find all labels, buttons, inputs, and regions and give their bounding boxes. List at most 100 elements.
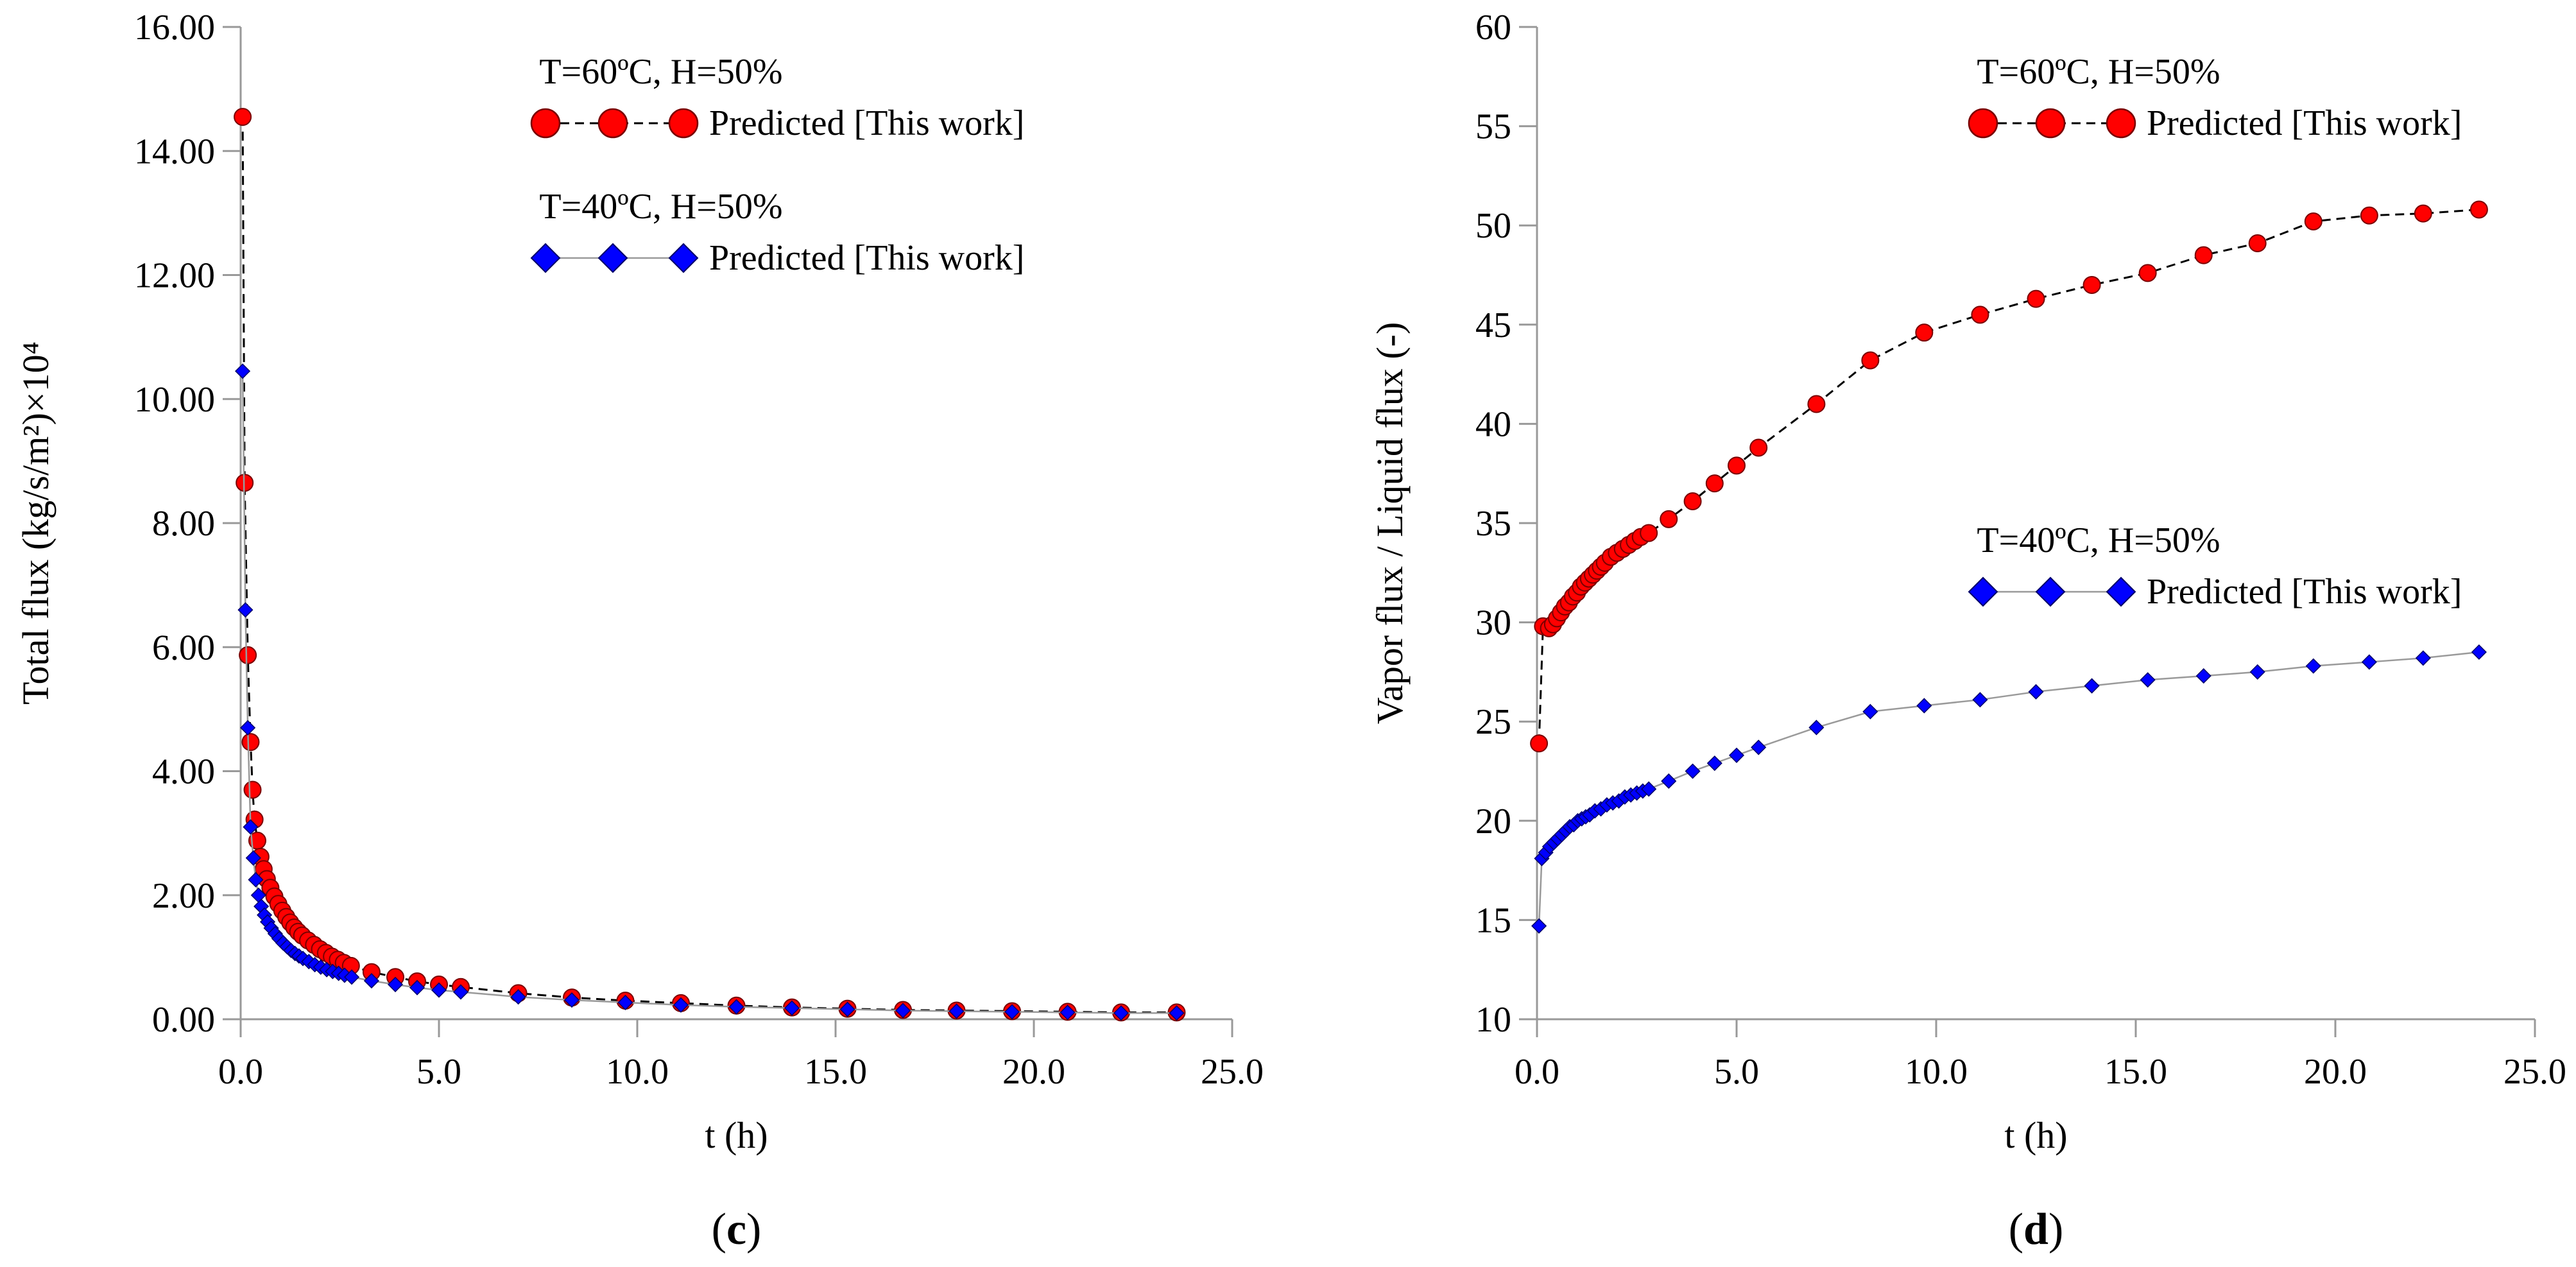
legend-marker <box>597 243 628 273</box>
data-point <box>1060 1004 1076 1021</box>
y-axis-label: Total flux (kg/s/m²)×10⁴ <box>15 341 56 705</box>
legend-title: T=60ºC, H=50% <box>539 52 782 92</box>
data-point <box>2360 206 2378 225</box>
y-axis-label: Vapor flux / Liquid flux (-) <box>1369 322 1411 725</box>
data-point <box>1705 474 1724 493</box>
data-point <box>1640 524 1658 542</box>
y-tick-label: 20 <box>1475 802 1511 841</box>
x-tick-label: 15.0 <box>804 1052 867 1092</box>
data-point <box>2248 234 2267 253</box>
data-point <box>2138 264 2157 282</box>
y-tick-label: 25 <box>1475 702 1511 742</box>
data-point <box>949 1003 965 1019</box>
data-point <box>1531 918 1547 934</box>
data-point <box>1749 438 1768 457</box>
panel-label: (d) <box>2009 1205 2064 1254</box>
data-point <box>839 1001 855 1017</box>
data-point <box>409 979 425 996</box>
data-point <box>1661 773 1677 789</box>
data-point <box>1862 703 1878 720</box>
data-point <box>452 984 469 1000</box>
x-tick-label: 20.0 <box>2304 1052 2367 1092</box>
chart-vapor-liquid-ratio: 10 15 20 25 30 35 40 45 50 55 60 0.0 5.0 10.0 15.0 20.0… <box>1369 8 2566 1254</box>
data-point <box>2415 650 2431 666</box>
series-line <box>241 371 1177 1014</box>
legend-marker <box>668 243 699 273</box>
data-point <box>1169 1005 1185 1021</box>
data-point <box>1751 739 1767 755</box>
data-point <box>1641 781 1657 797</box>
data-point <box>2361 654 2377 670</box>
data-point <box>343 969 360 985</box>
data-point <box>510 989 526 1005</box>
series-line <box>1538 651 2480 926</box>
y-tick-label: 16.00 <box>134 8 215 47</box>
y-tick-label: 35 <box>1475 504 1511 544</box>
series-40C <box>1531 644 2487 934</box>
data-point <box>1916 698 1932 714</box>
data-point <box>2084 678 2100 694</box>
series-60C <box>1530 200 2488 753</box>
x-tick-label: 25.0 <box>2503 1052 2566 1092</box>
legend-marker <box>2035 108 2066 139</box>
x-tick-label: 5.0 <box>416 1052 461 1092</box>
data-point <box>1706 755 1722 771</box>
data-point <box>2082 275 2101 294</box>
data-point <box>1807 395 1826 413</box>
data-point <box>1004 1004 1020 1020</box>
data-point <box>1808 720 1825 736</box>
data-point <box>1861 351 1880 370</box>
data-point <box>363 973 380 989</box>
data-point <box>245 850 261 866</box>
chart-total-flux: 0.00 2.00 4.00 6.00 8.00 10.00 12.00 14.00 16.00… <box>15 8 1264 1254</box>
data-point <box>2028 684 2044 700</box>
panel-label: (c) <box>712 1205 762 1254</box>
y-tick-label: 8.00 <box>152 504 215 544</box>
y-tick-label: 40 <box>1475 404 1511 444</box>
data-point <box>239 646 257 664</box>
data-point <box>617 994 633 1010</box>
data-point <box>2304 212 2323 231</box>
data-point <box>1685 763 1701 779</box>
legend-entry: T=40ºC, H=50% Predicted [This work] <box>530 187 1024 278</box>
data-point <box>2249 664 2265 680</box>
y-tick-label: 60 <box>1475 8 1511 47</box>
legend-marker <box>2106 576 2136 607</box>
data-point <box>563 992 580 1008</box>
legend-marker <box>1968 576 1998 607</box>
legend-marker <box>530 108 561 139</box>
x-axis-label: t (h) <box>705 1114 768 1156</box>
data-point <box>1971 306 1989 324</box>
data-point <box>2305 658 2321 674</box>
data-point <box>2414 204 2432 223</box>
x-axis-label: t (h) <box>2004 1114 2067 1156</box>
x-tick-label: 0.0 <box>1515 1052 1559 1092</box>
y-tick-label: 15 <box>1475 901 1511 940</box>
legend-title: T=60ºC, H=50% <box>1977 52 2220 92</box>
y-tick-label: 2.00 <box>152 876 215 916</box>
legend-label: Predicted [This work] <box>709 238 1024 278</box>
data-point <box>1113 1005 1129 1021</box>
data-point <box>243 780 262 799</box>
data-point <box>2027 289 2045 308</box>
legend-label: Predicted [This work] <box>709 103 1024 143</box>
legend-marker <box>530 243 561 273</box>
data-point <box>1915 323 1934 342</box>
y-tick-label: 30 <box>1475 603 1511 643</box>
y-tick-label: 10.00 <box>134 380 215 420</box>
y-tick-label: 50 <box>1475 206 1511 246</box>
legend-entry: T=60ºC, H=50% Predicted [This work] <box>530 52 1024 143</box>
y-tick-label: 14.00 <box>134 132 215 171</box>
data-point <box>2194 246 2213 264</box>
x-tick-label: 15.0 <box>2104 1052 2167 1092</box>
legend-entry: T=60ºC, H=50% Predicted [This work] <box>1968 52 2462 143</box>
data-point <box>243 819 259 835</box>
data-point <box>240 720 256 736</box>
legend-marker <box>668 108 699 139</box>
data-point <box>248 872 264 888</box>
y-tick-label: 55 <box>1475 107 1511 147</box>
data-point <box>2469 200 2488 219</box>
data-point <box>1660 510 1678 528</box>
data-point <box>387 976 404 992</box>
